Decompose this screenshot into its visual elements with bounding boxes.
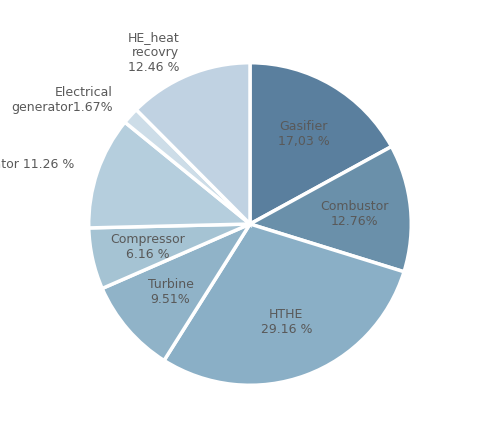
Wedge shape <box>125 110 250 224</box>
Text: HE_heat
recovry
12.46 %: HE_heat recovry 12.46 % <box>128 31 179 74</box>
Text: Gasifier
17,03 %: Gasifier 17,03 % <box>278 120 330 148</box>
Text: HTHE
29.16 %: HTHE 29.16 % <box>260 308 312 336</box>
Text: Electrical
generator1.67%: Electrical generator1.67% <box>11 86 112 113</box>
Text: Combustor
12.76%: Combustor 12.76% <box>320 199 388 228</box>
Wedge shape <box>89 224 250 289</box>
Wedge shape <box>136 63 250 224</box>
Text: HE recuperator 11.26 %: HE recuperator 11.26 % <box>0 158 74 171</box>
Wedge shape <box>102 224 250 361</box>
Wedge shape <box>88 122 250 228</box>
Wedge shape <box>250 146 412 272</box>
Text: Compressor
6.16 %: Compressor 6.16 % <box>110 233 185 261</box>
Wedge shape <box>250 63 392 224</box>
Text: Turbine
9.51%: Turbine 9.51% <box>148 278 194 306</box>
Wedge shape <box>164 224 404 385</box>
